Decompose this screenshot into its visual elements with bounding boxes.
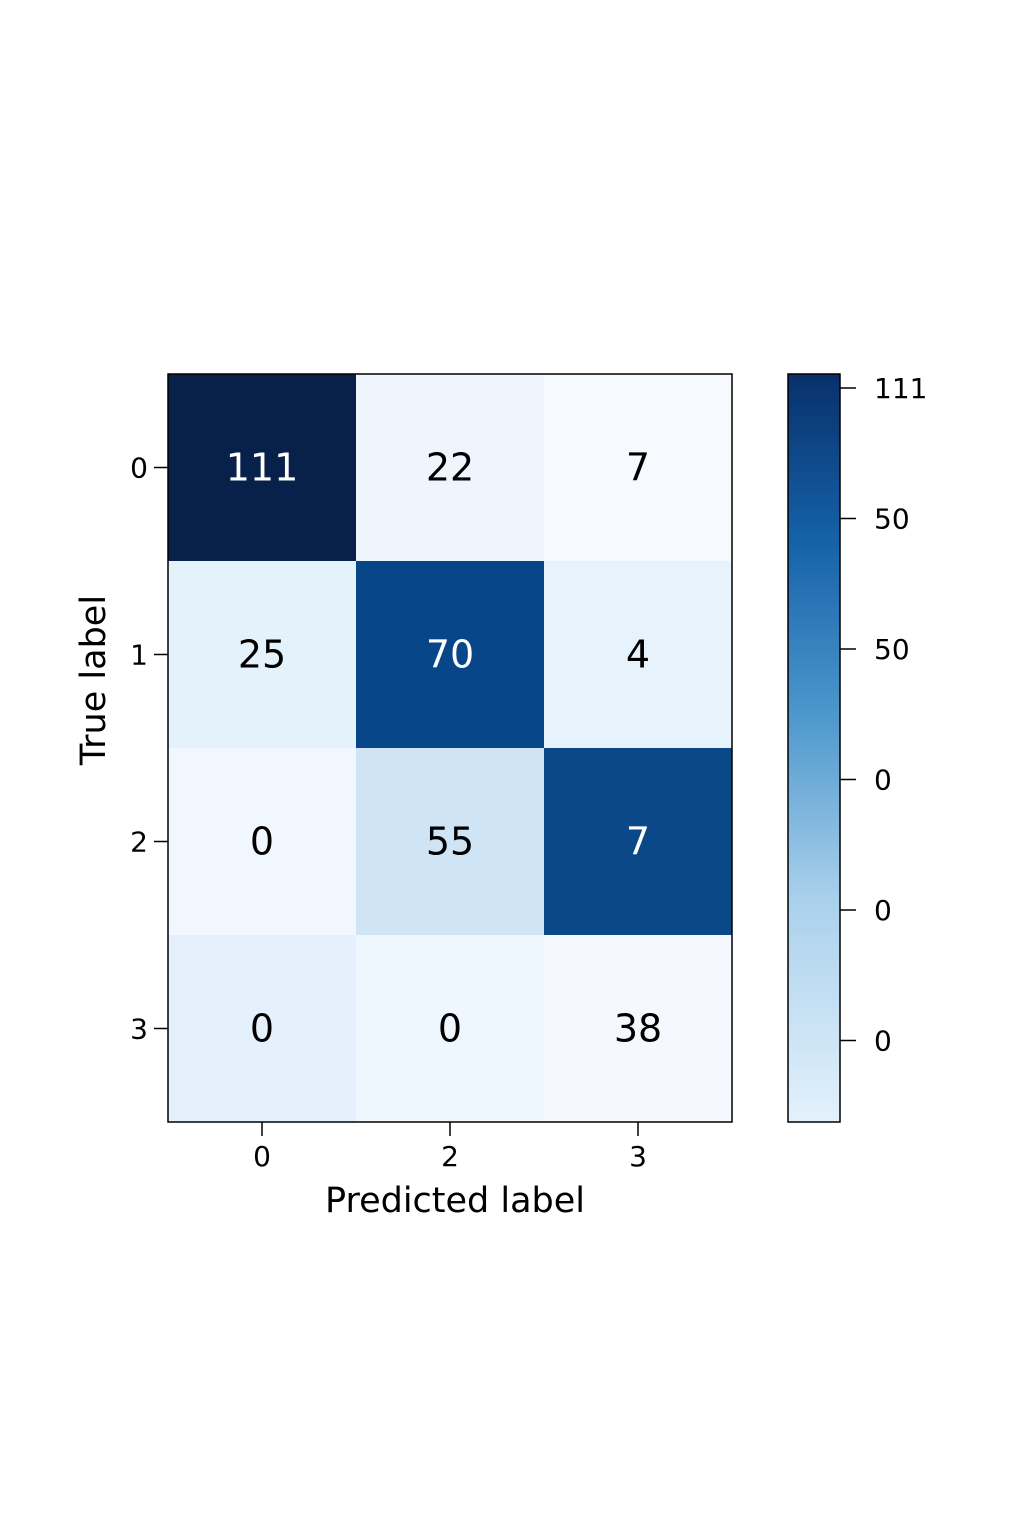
y-tick-label-2: 2: [130, 826, 148, 859]
colorbar-tick-label-0: 111: [874, 372, 927, 405]
heatmap-cell-2-0: [168, 748, 357, 936]
y-axis-ticks: 0 1 2 3: [130, 452, 168, 1046]
y-axis-label: True label: [74, 595, 114, 766]
x-tick-label-1: 2: [441, 1140, 459, 1173]
cell-value-label-0-0: 111: [226, 446, 299, 490]
colorbar-tick-label-5: 0: [874, 1025, 892, 1058]
colorbar-tick-label-4: 0: [874, 894, 892, 927]
heatmap-cell-2-2: [544, 748, 733, 936]
cell-value-label-0-2: 7: [626, 446, 650, 490]
colorbar-tick-label-2: 50: [874, 633, 910, 666]
heatmap-cell-1-1: [356, 561, 545, 749]
colorbar-tick-label-3: 0: [874, 764, 892, 797]
cell-value-label-1-0: 25: [238, 633, 286, 677]
heatmap-cell-1-0: [168, 561, 357, 749]
cell-value-label-3-2: 38: [614, 1007, 662, 1051]
cell-value-label-0-1: 22: [426, 446, 474, 490]
colorbar: [787, 373, 841, 1123]
x-tick-label-2: 3: [629, 1140, 647, 1173]
x-tick-label-0: 0: [253, 1140, 271, 1173]
heatmap-cell-3-1: [356, 935, 545, 1123]
heatmap-cell-3-2: [544, 935, 733, 1123]
heatmap-cell-1-2: [544, 561, 733, 749]
y-tick-label-3: 3: [130, 1013, 148, 1046]
heatmap-cell-0-1: [356, 374, 545, 562]
cell-value-label-3-1: 0: [438, 1007, 462, 1051]
heatmap-cell-0-0: [168, 374, 357, 562]
x-axis-label: Predicted label: [325, 1181, 585, 1221]
cell-value-label-1-2: 4: [626, 633, 650, 677]
x-axis-ticks: 0 2 3: [253, 1122, 647, 1173]
heatmap-cell-2-1: [356, 748, 545, 936]
colorbar-ticks: 111 50 50 0 0 0: [840, 372, 927, 1058]
colorbar-tick-label-1: 50: [874, 503, 910, 536]
heatmap-cell-3-0: [168, 935, 357, 1123]
cell-value-label-2-0: 0: [250, 820, 274, 864]
cell-value-label-3-0: 0: [250, 1007, 274, 1051]
cell-value-label-1-1: 70: [426, 633, 474, 677]
heatmap-cells: 111 22 725 70 40 55 70 0 38: [168, 374, 733, 1123]
y-tick-label-0: 0: [130, 452, 148, 485]
heatmap-cell-0-2: [544, 374, 733, 562]
cell-value-label-2-1: 55: [426, 820, 474, 864]
cell-value-label-2-2: 7: [626, 820, 650, 864]
y-tick-label-1: 1: [130, 639, 148, 672]
